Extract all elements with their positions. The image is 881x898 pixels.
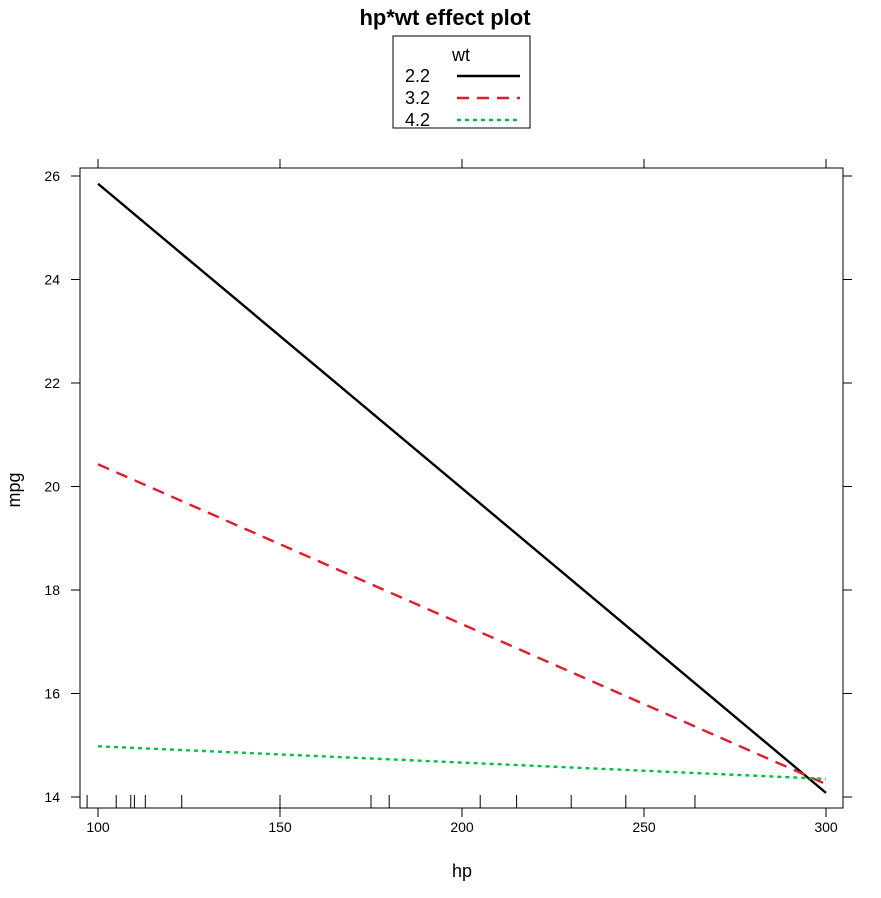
series-line-2-2	[97, 182, 827, 794]
legend-items: 2.23.24.2	[405, 66, 520, 130]
y-tick-label: 24	[44, 272, 60, 288]
legend-box	[392, 35, 531, 129]
series-line-4-2	[97, 745, 827, 781]
legend-label: 2.2	[405, 66, 430, 86]
series-lines	[97, 182, 827, 794]
chart-title: hp*wt effect plot	[359, 5, 531, 30]
legend-title: wt	[451, 45, 470, 65]
x-tick-label: 150	[268, 819, 292, 835]
legend: wt 2.23.24.2	[392, 35, 531, 130]
y-tick-label: 18	[44, 582, 60, 598]
x-axis-ticks: 100 150 200 250 300	[86, 159, 838, 835]
y-axis-ticks: 14 16 18 20 22 24 26	[44, 168, 852, 805]
x-tick-label: 100	[86, 819, 110, 835]
x-tick-label: 300	[814, 819, 838, 835]
y-tick-label: 20	[44, 479, 60, 495]
rug-marks	[86, 795, 696, 808]
y-tick-label: 16	[44, 686, 60, 702]
series-line-3-2	[97, 463, 827, 786]
legend-label: 3.2	[405, 88, 430, 108]
x-tick-label: 250	[632, 819, 656, 835]
x-tick-label: 200	[450, 819, 474, 835]
y-tick-label: 26	[44, 168, 60, 184]
plot-area: 100 150 200 250 300 14 16 18 20 22 24 26	[44, 159, 852, 835]
y-tick-label: 22	[44, 375, 60, 391]
x-axis-label: hp	[452, 861, 472, 881]
y-tick-label: 14	[44, 789, 60, 805]
y-axis-label: mpg	[4, 472, 24, 507]
legend-label: 4.2	[405, 110, 430, 130]
